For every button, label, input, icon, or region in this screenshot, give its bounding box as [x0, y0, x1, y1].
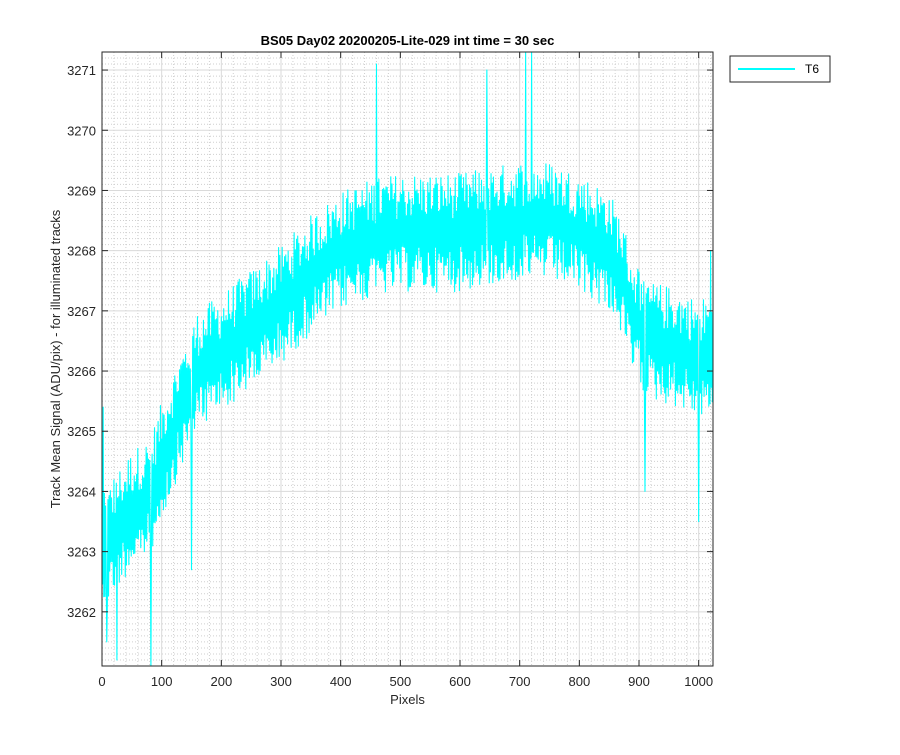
x-tick-label: 900: [628, 674, 650, 689]
x-tick-label: 200: [210, 674, 232, 689]
y-tick-label: 3262: [67, 605, 96, 620]
y-tick-label: 3263: [67, 545, 96, 560]
y-tick-label: 3265: [67, 424, 96, 439]
legend[interactable]: T6: [729, 55, 831, 83]
x-tick-label: 400: [330, 674, 352, 689]
x-tick-label: 800: [568, 674, 590, 689]
x-tick-label: 500: [389, 674, 411, 689]
x-tick-label: 300: [270, 674, 292, 689]
x-tick-label: 1000: [684, 674, 713, 689]
y-axis-label: Track Mean Signal (ADU/pix) - for illumi…: [48, 209, 63, 508]
y-tick-label: 3266: [67, 364, 96, 379]
axes-box: [101, 51, 714, 667]
x-tick-labels: 0 100 200 300 400 500 600 700 800 900 1000: [98, 674, 713, 689]
x-tick-label: 0: [98, 674, 105, 689]
x-tick-label: 700: [509, 674, 531, 689]
plot-area: [101, 51, 713, 667]
x-tick-label: 600: [449, 674, 471, 689]
series-line-t6: [101, 51, 713, 667]
x-axis-label: Pixels: [390, 692, 425, 707]
y-tick-label: 3271: [67, 63, 96, 78]
chart-title: BS05 Day02 20200205-Lite-029 int time = …: [261, 33, 555, 48]
legend-label-t6: T6: [805, 62, 819, 76]
y-tick-label: 3267: [67, 304, 96, 319]
y-tick-label: 3269: [67, 183, 96, 198]
x-tick-label: 100: [151, 674, 173, 689]
ticks: [101, 52, 713, 666]
y-tick-label: 3268: [67, 244, 96, 259]
y-tick-label: 3264: [67, 484, 96, 499]
y-tick-label: 3270: [67, 123, 96, 138]
minor-grid: [102, 51, 713, 667]
y-tick-labels: 3262 3263 3264 3265 3266 3267 3268 3269 3270 3271: [67, 63, 96, 620]
